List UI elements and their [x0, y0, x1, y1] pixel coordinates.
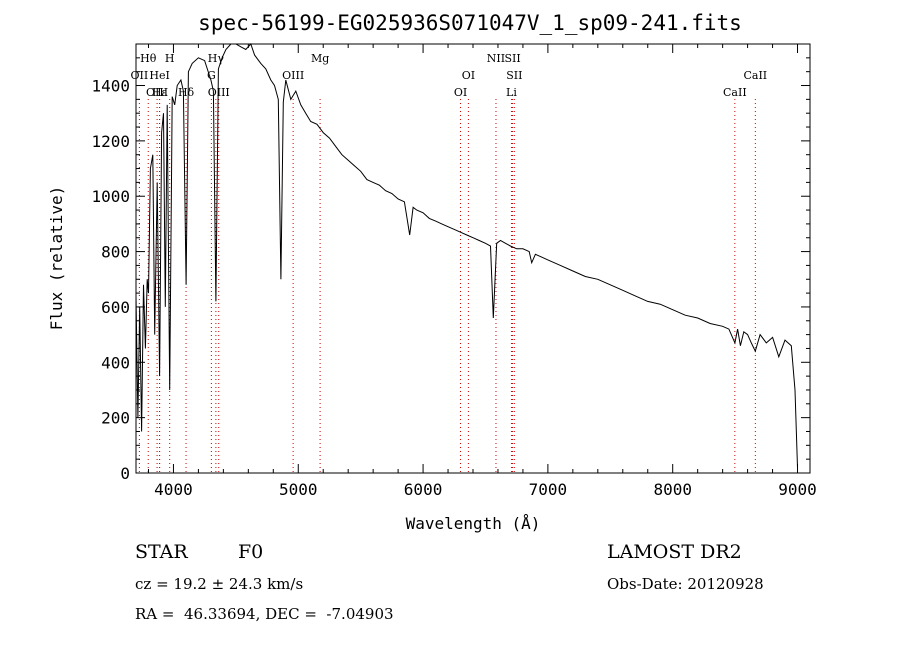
survey-name: LAMOST DR2	[607, 541, 742, 563]
x-tick-label: 8000	[653, 480, 692, 499]
object-subclass: F0	[238, 541, 264, 563]
line-marker-label: Li	[506, 86, 517, 99]
line-marker-label: CaII	[743, 69, 767, 82]
y-tick-label: 1400	[91, 77, 130, 96]
line-marker-label: OIII	[282, 69, 304, 82]
line-marker-label: Hδ	[178, 86, 195, 99]
x-tick-label: 4000	[154, 480, 193, 499]
line-marker-label: OIII	[208, 86, 230, 99]
spectrum-line	[135, 43, 798, 468]
line-marker-label: Mg	[311, 52, 329, 65]
y-tick-label: 200	[101, 409, 130, 428]
line-marker-label: G	[207, 69, 216, 82]
line-marker-label: SII	[504, 52, 520, 65]
line-marker-label: NII	[487, 52, 505, 65]
x-tick-label: 7000	[529, 480, 568, 499]
line-marker-label: HeI	[149, 69, 169, 82]
line-marker-label: OIII	[146, 86, 168, 99]
line-marker-label: OI	[462, 69, 475, 82]
redshift-info: cz = 19.2 ± 24.3 km/s	[135, 575, 304, 593]
y-axis-label: Flux (relative)	[47, 186, 66, 331]
object-class: STAR	[135, 541, 188, 563]
y-tick-label: 400	[101, 353, 130, 372]
line-marker-label: CaII	[723, 86, 747, 99]
y-tick-label: 600	[101, 298, 130, 317]
coordinates: RA = 46.33694, DEC = -7.04903	[135, 605, 394, 623]
x-axis-label: Wavelength (Å)	[406, 514, 541, 533]
chart-title: spec-56199-EG025936S071047V_1_sp09-241.f…	[198, 11, 742, 35]
line-marker-label: SII	[506, 69, 522, 82]
plot-frame	[135, 43, 811, 474]
line-marker-label: Hγ	[208, 52, 225, 65]
y-tick-label: 1200	[91, 132, 130, 151]
y-tick-label: 0	[120, 464, 130, 483]
x-tick-label: 9000	[778, 480, 817, 499]
line-marker-label: OII	[131, 69, 149, 82]
y-tick-label: 800	[101, 243, 130, 262]
spectrum-chart: spec-56199-EG025936S071047V_1_sp09-241.f…	[47, 11, 817, 533]
x-tick-label: 5000	[279, 480, 318, 499]
y-axis: 0 200 400 600 800 1000 1200 1400	[91, 57, 810, 483]
x-axis: 4000 5000 6000 7000 8000 9000	[147, 44, 817, 499]
obs-date: Obs-Date: 20120928	[607, 575, 764, 593]
y-tick-label: 1000	[91, 187, 130, 206]
line-marker-label: Hε	[152, 86, 168, 99]
x-tick-label: 6000	[404, 480, 443, 499]
line-marker-label: H	[165, 52, 175, 65]
line-marker-label: OI	[454, 86, 467, 99]
line-marker-label: Hθ	[140, 52, 157, 65]
